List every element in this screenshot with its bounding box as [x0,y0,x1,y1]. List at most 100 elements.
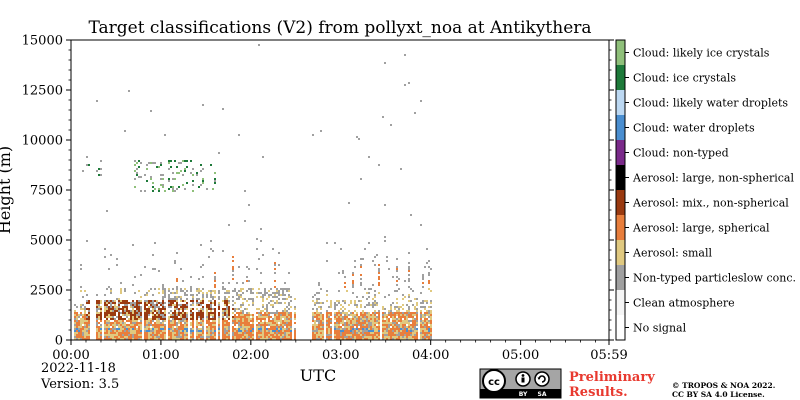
heatmap-cell [126,336,128,338]
heatmap-cell [174,332,176,334]
heatmap-cell [128,314,130,316]
heatmap-cell [288,302,290,304]
heatmap-cell [228,282,230,284]
heatmap-cell [290,328,292,330]
heatmap-cell [408,270,410,272]
heatmap-cell [116,332,118,334]
heatmap-cell [398,314,400,316]
heatmap-cell [272,300,274,302]
heatmap-cell [130,328,132,330]
heatmap-cell [212,312,214,314]
heatmap-cell [404,334,406,336]
heatmap-cell [178,314,180,316]
heatmap-cell [284,328,286,330]
heatmap-cell [174,324,176,326]
heatmap-cell [288,296,290,298]
heatmap-cell [368,288,370,290]
heatmap-cell [278,252,280,254]
heatmap-cell [288,336,290,338]
heatmap-cell [364,328,366,330]
heatmap-cell [428,266,430,268]
heatmap-cell [180,314,182,316]
heatmap-cell [120,282,122,284]
heatmap-cell [192,190,194,192]
heatmap-cell [258,314,260,316]
heatmap-cell [316,328,318,330]
heatmap-cell [378,314,380,316]
heatmap-cell [156,316,158,318]
heatmap-cell [178,336,180,338]
heatmap-cell [82,304,84,306]
heatmap-cell [360,274,362,276]
heatmap-cell [340,332,342,334]
heatmap-cell [196,326,198,328]
heatmap-cell [274,324,276,326]
heatmap-cell [394,332,396,334]
heatmap-cell [88,336,90,338]
heatmap-cell [372,328,374,330]
heatmap-cell [286,298,288,300]
heatmap-cell [352,328,354,330]
heatmap-cell [226,322,228,324]
heatmap-cell [218,306,220,308]
heatmap-cell [420,292,422,294]
heatmap-cell [96,314,98,316]
heatmap-cell [350,314,352,316]
heatmap-cell [272,324,274,326]
heatmap-cell [84,332,86,334]
heatmap-cell [408,324,410,326]
cc-icon: cc [482,369,506,393]
heatmap-cell [190,334,192,336]
heatmap-cell [212,328,214,330]
heatmap-cell [222,318,224,320]
heatmap-cell [288,318,290,320]
heatmap-cell [322,320,324,322]
heatmap-cell [286,330,288,332]
heatmap-cell [288,304,290,306]
heatmap-cell [174,334,176,336]
heatmap-cell [406,320,408,322]
heatmap-cell [218,320,220,322]
heatmap-cell [170,320,172,322]
heatmap-cell [168,320,170,322]
heatmap-cell [414,320,416,322]
heatmap-cell [124,306,126,308]
heatmap-cell [196,324,198,326]
heatmap-cell [144,190,146,192]
heatmap-cell [178,186,180,188]
heatmap-cell [196,330,198,332]
heatmap-cell [326,330,328,332]
heatmap-cell [366,330,368,332]
heatmap-cell [260,282,262,284]
heatmap-cell [198,314,200,316]
heatmap-cell [202,320,204,322]
heatmap-cell [370,324,372,326]
heatmap-cell [424,314,426,316]
heatmap-cell [416,304,418,306]
heatmap-cell [100,324,102,326]
heatmap-cell [218,332,220,334]
heatmap-cell [130,332,132,334]
x-axis-ticks: 00:00 01:00 02:00 03:00 04:00 05:00 05:59 [52,340,628,363]
heatmap-cell [420,302,422,304]
heatmap-cell [290,314,292,316]
heatmap-cell [148,310,150,312]
heatmap-cell [268,336,270,338]
heatmap-cell [378,322,380,324]
heatmap-cell [164,330,166,332]
heatmap-cell [200,336,202,338]
heatmap-cell [210,290,212,292]
heatmap-cell [134,292,136,294]
heatmap-cell [104,320,106,322]
heatmap-cell [420,100,422,102]
heatmap-cell [224,322,226,324]
heatmap-cell [356,324,358,326]
heatmap-cell [138,316,140,318]
heatmap-cell [392,322,394,324]
heatmap-cell [412,336,414,338]
heatmap-cell [426,262,428,264]
heatmap-cell [238,332,240,334]
heatmap-cell [244,318,246,320]
heatmap-cell [132,332,134,334]
heatmap-cell [206,316,208,318]
